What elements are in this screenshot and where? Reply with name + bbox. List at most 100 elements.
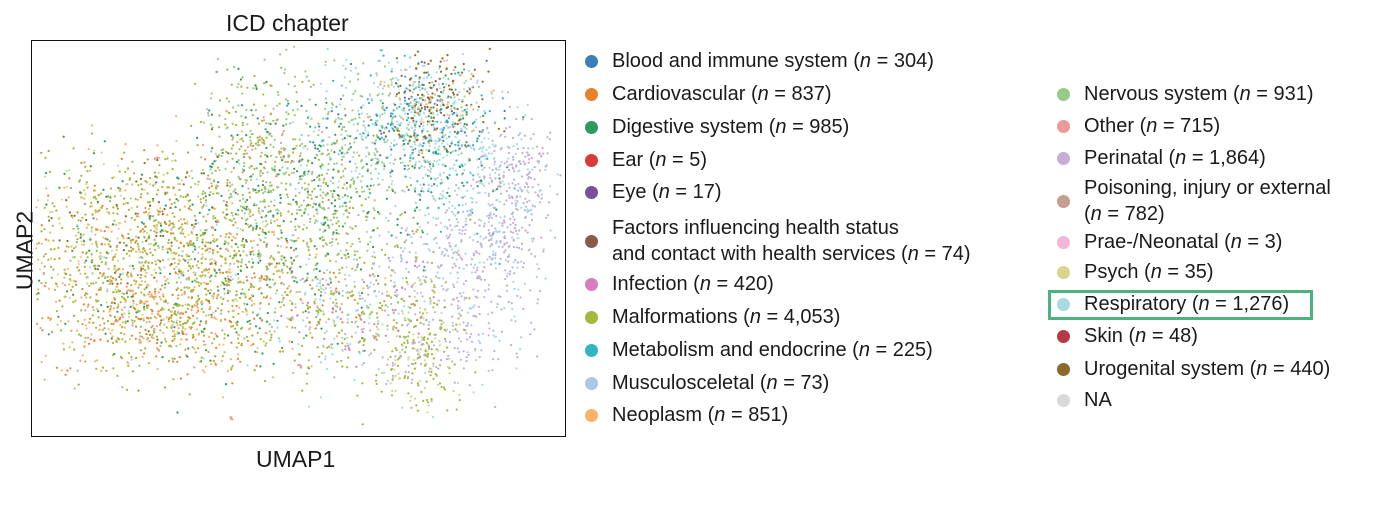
scatter-point [155,231,158,234]
scatter-point [406,233,409,236]
scatter-point [272,119,275,122]
scatter-point [248,297,251,300]
scatter-point [358,195,361,198]
scatter-point [281,346,284,349]
scatter-point [289,203,292,206]
scatter-point [483,176,486,179]
scatter-point [79,359,82,362]
scatter-point [57,315,60,318]
scatter-point [288,340,291,343]
scatter-point [359,132,362,136]
scatter-point [460,163,463,166]
scatter-point [465,332,468,335]
scatter-point [375,74,379,77]
scatter-point [91,213,94,216]
scatter-point [130,334,134,337]
scatter-point [259,174,262,177]
scatter-point [175,140,178,143]
scatter-point [504,135,507,138]
scatter-point [421,145,424,148]
scatter-point [248,260,251,263]
scatter-point [389,153,393,156]
scatter-point [308,253,311,257]
scatter-point [400,116,403,119]
scatter-point [420,60,423,63]
scatter-point [138,341,141,344]
scatter-point [323,177,326,180]
scatter-point [221,329,224,332]
scatter-point [199,360,202,363]
scatter-point [469,77,473,81]
scatter-point [407,371,410,374]
scatter-point [291,340,294,344]
scatter-point [324,117,327,120]
scatter-point [74,280,77,283]
scatter-point [330,157,333,160]
scatter-point [396,61,399,64]
scatter-point [412,216,415,219]
scatter-point [58,257,61,260]
scatter-point [77,383,80,386]
scatter-point [231,382,234,385]
scatter-point [324,60,327,63]
scatter-point [483,296,486,299]
scatter-point [58,222,61,225]
scatter-point [181,330,184,333]
scatter-point [427,62,430,66]
scatter-point [414,126,417,129]
scatter-point [120,332,123,335]
scatter-point [413,367,416,370]
scatter-point [530,213,533,216]
scatter-point [182,183,185,186]
scatter-point [177,219,180,222]
scatter-point [313,221,316,224]
scatter-point [106,290,109,293]
scatter-point [390,120,393,123]
scatter-point [384,277,387,280]
scatter-point [367,124,370,127]
scatter-point [459,314,462,317]
scatter-point [489,234,492,237]
scatter-point [278,224,281,228]
scatter-point [374,157,377,160]
scatter-point [444,121,447,124]
scatter-point [104,263,107,266]
scatter-point [81,354,84,357]
scatter-point [269,112,272,115]
scatter-point [167,238,170,242]
scatter-point [119,355,123,359]
scatter-point [399,214,402,217]
scatter-point [361,167,364,170]
scatter-point [100,369,103,372]
scatter-point [116,307,119,310]
scatter-point [241,193,244,197]
scatter-point [427,115,430,118]
scatter-point [332,231,335,234]
scatter-point [109,196,112,199]
scatter-point [530,252,533,255]
scatter-point [391,117,394,120]
scatter-point [209,280,212,283]
scatter-point [414,397,417,400]
scatter-point [131,183,134,186]
scatter-point [251,311,254,314]
scatter-point [121,268,125,271]
scatter-point [100,243,104,246]
scatter-point [113,219,116,222]
scatter-point [255,222,258,225]
scatter-point [202,357,205,360]
scatter-point [135,325,138,328]
scatter-point [497,358,500,361]
scatter-point [265,220,268,223]
scatter-point [427,206,430,209]
scatter-point [300,178,303,181]
scatter-point [183,218,186,221]
scatter-point [439,192,442,195]
scatter-point [446,54,449,57]
scatter-point [130,319,134,322]
scatter-point [277,337,280,340]
scatter-point [185,333,188,336]
scatter-point [325,182,328,186]
scatter-point [148,201,151,204]
scatter-point [506,226,509,229]
